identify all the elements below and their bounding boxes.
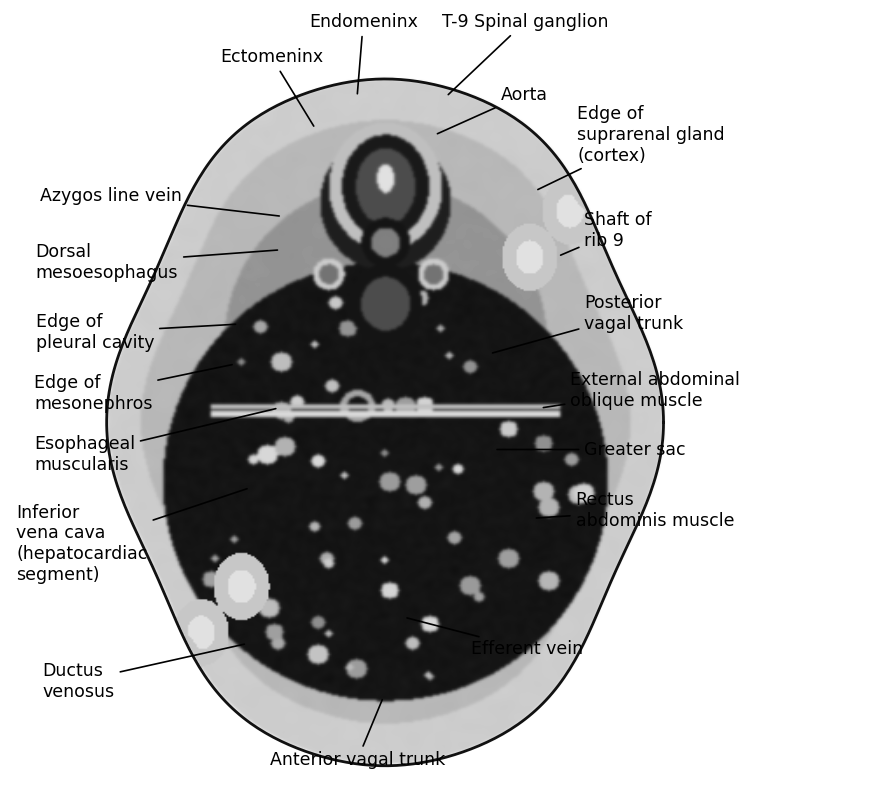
Text: Edge of
suprarenal gland
(cortex): Edge of suprarenal gland (cortex) xyxy=(538,105,724,190)
Text: Posterior
vagal trunk: Posterior vagal trunk xyxy=(493,294,683,353)
Text: Greater sac: Greater sac xyxy=(497,441,686,458)
Text: Rectus
abdominis muscle: Rectus abdominis muscle xyxy=(536,491,734,530)
Text: Edge of
pleural cavity: Edge of pleural cavity xyxy=(36,313,235,351)
Text: Esophageal
muscularis: Esophageal muscularis xyxy=(34,409,276,474)
Text: Shaft of
rib 9: Shaft of rib 9 xyxy=(561,211,652,255)
Text: Ectomeninx: Ectomeninx xyxy=(220,48,323,126)
Text: Edge of
mesonephros: Edge of mesonephros xyxy=(34,365,232,413)
Text: Inferior
vena cava
(hepatocardiac
segment): Inferior vena cava (hepatocardiac segmen… xyxy=(17,489,247,584)
Text: Efferent vein: Efferent vein xyxy=(407,618,583,658)
Text: Aorta: Aorta xyxy=(438,86,548,134)
Text: Endomeninx: Endomeninx xyxy=(309,13,417,94)
Text: Azygos line vein: Azygos line vein xyxy=(40,187,279,216)
Text: Ductus
venosus: Ductus venosus xyxy=(43,644,244,701)
Text: External abdominal
oblique muscle: External abdominal oblique muscle xyxy=(543,371,740,410)
Text: Anterior vagal trunk: Anterior vagal trunk xyxy=(270,700,444,770)
Text: Dorsal
mesoesophagus: Dorsal mesoesophagus xyxy=(36,243,277,282)
Text: T-9 Spinal ganglion: T-9 Spinal ganglion xyxy=(442,13,608,94)
